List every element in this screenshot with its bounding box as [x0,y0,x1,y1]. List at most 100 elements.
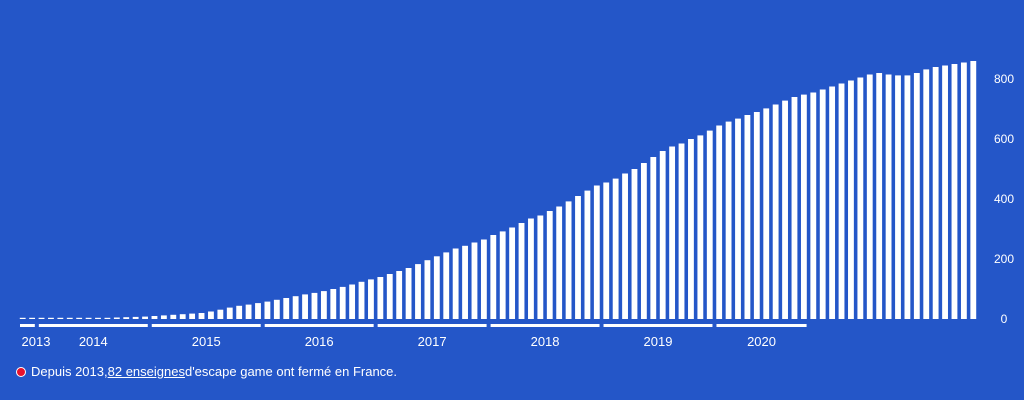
open-bar [725,121,732,319]
open-bar [95,317,101,319]
year-separator [264,324,374,327]
open-bar [123,317,130,319]
y-tick-label: 800 [994,72,1014,86]
open-bar [245,304,252,319]
open-bar [951,64,958,319]
open-bar [810,92,817,319]
year-separator [38,324,148,327]
year-label: 2020 [747,334,776,349]
open-bar [170,314,177,319]
open-bar [283,298,290,319]
open-bar [377,277,384,319]
open-bar [631,169,638,319]
open-bar [142,316,148,319]
open-bar [791,97,798,319]
open-bar [151,316,158,319]
year-label: 2013 [22,334,51,349]
year-separator [716,324,807,327]
open-bar [876,73,883,319]
open-bar [688,139,694,319]
open-bar [85,317,92,319]
y-tick-label: 200 [994,252,1014,266]
year-separator [377,324,487,327]
open-bar [913,73,920,319]
open-bar [932,67,939,319]
closures-bar-chart: 0 200 400 600 800 2013 2014 2015 2016 2017 2018 201… [19,61,1014,349]
open-bar [405,268,412,319]
open-bar [857,77,864,319]
open-bar [584,190,591,319]
open-bar [744,115,751,319]
open-bar [612,178,619,319]
open-bar [556,206,563,319]
open-bar [518,223,525,319]
open-bar [236,305,243,319]
legend-suffix: d'escape game ont fermé en France. [184,364,398,379]
open-bar [217,309,224,319]
open-bar [735,118,741,319]
open-bar [349,284,356,319]
open-bar [386,274,393,319]
open-bar [537,215,544,319]
open-bar [848,80,854,319]
open-bar [29,317,36,319]
open-bar [104,317,111,319]
open-bar [716,125,723,319]
open-bar [57,317,64,319]
open-bar [960,62,967,319]
open-bar [330,289,337,319]
open-bar [772,104,779,319]
open-bar [302,294,308,319]
open-bar [753,112,760,319]
open-bar [368,279,374,319]
open-bar [942,65,948,319]
open-bar [923,69,930,320]
open-bar [292,296,299,319]
open-bar [603,182,610,319]
open-bar [273,299,280,319]
open-bar [113,317,120,319]
open-bar [546,211,553,319]
open-bar [189,313,196,319]
open-bar [38,317,45,319]
open-bar [320,291,327,319]
open-bar [800,94,807,319]
open-bar [311,292,318,319]
open-bar [866,74,873,319]
y-tick-label: 400 [994,192,1014,206]
year-separator [490,324,600,327]
open-bar [697,135,704,319]
open-bar [885,74,892,319]
open-bar [575,196,581,319]
open-bar [226,307,233,319]
legend: Depuis 2013, 82 enseignes d'escape game … [16,364,397,379]
open-bar [66,317,73,319]
open-bar [669,146,676,319]
open-bar [339,286,346,319]
open-bar [970,61,977,319]
open-bar [443,252,450,319]
open-bar [396,271,403,319]
open-bar [208,311,214,319]
year-separator [20,324,35,327]
legend-link[interactable]: 82 enseignes [107,364,185,379]
open-bar [358,281,365,319]
open-bar [528,218,534,319]
year-label: 2018 [531,334,560,349]
open-bar [480,239,487,319]
open-bar [132,316,139,319]
open-bar [255,303,261,319]
open-bar [829,86,836,319]
open-bar [640,163,647,319]
open-bar [76,317,83,319]
open-bar [895,75,901,320]
open-bar [48,317,54,319]
year-separator [603,324,713,327]
open-bar [706,130,713,319]
y-tick-label: 0 [1001,312,1008,326]
open-bar [904,75,911,320]
open-bar [819,89,826,319]
open-bar [452,248,459,319]
open-bar [650,157,657,319]
closed-dot-icon [16,366,26,377]
